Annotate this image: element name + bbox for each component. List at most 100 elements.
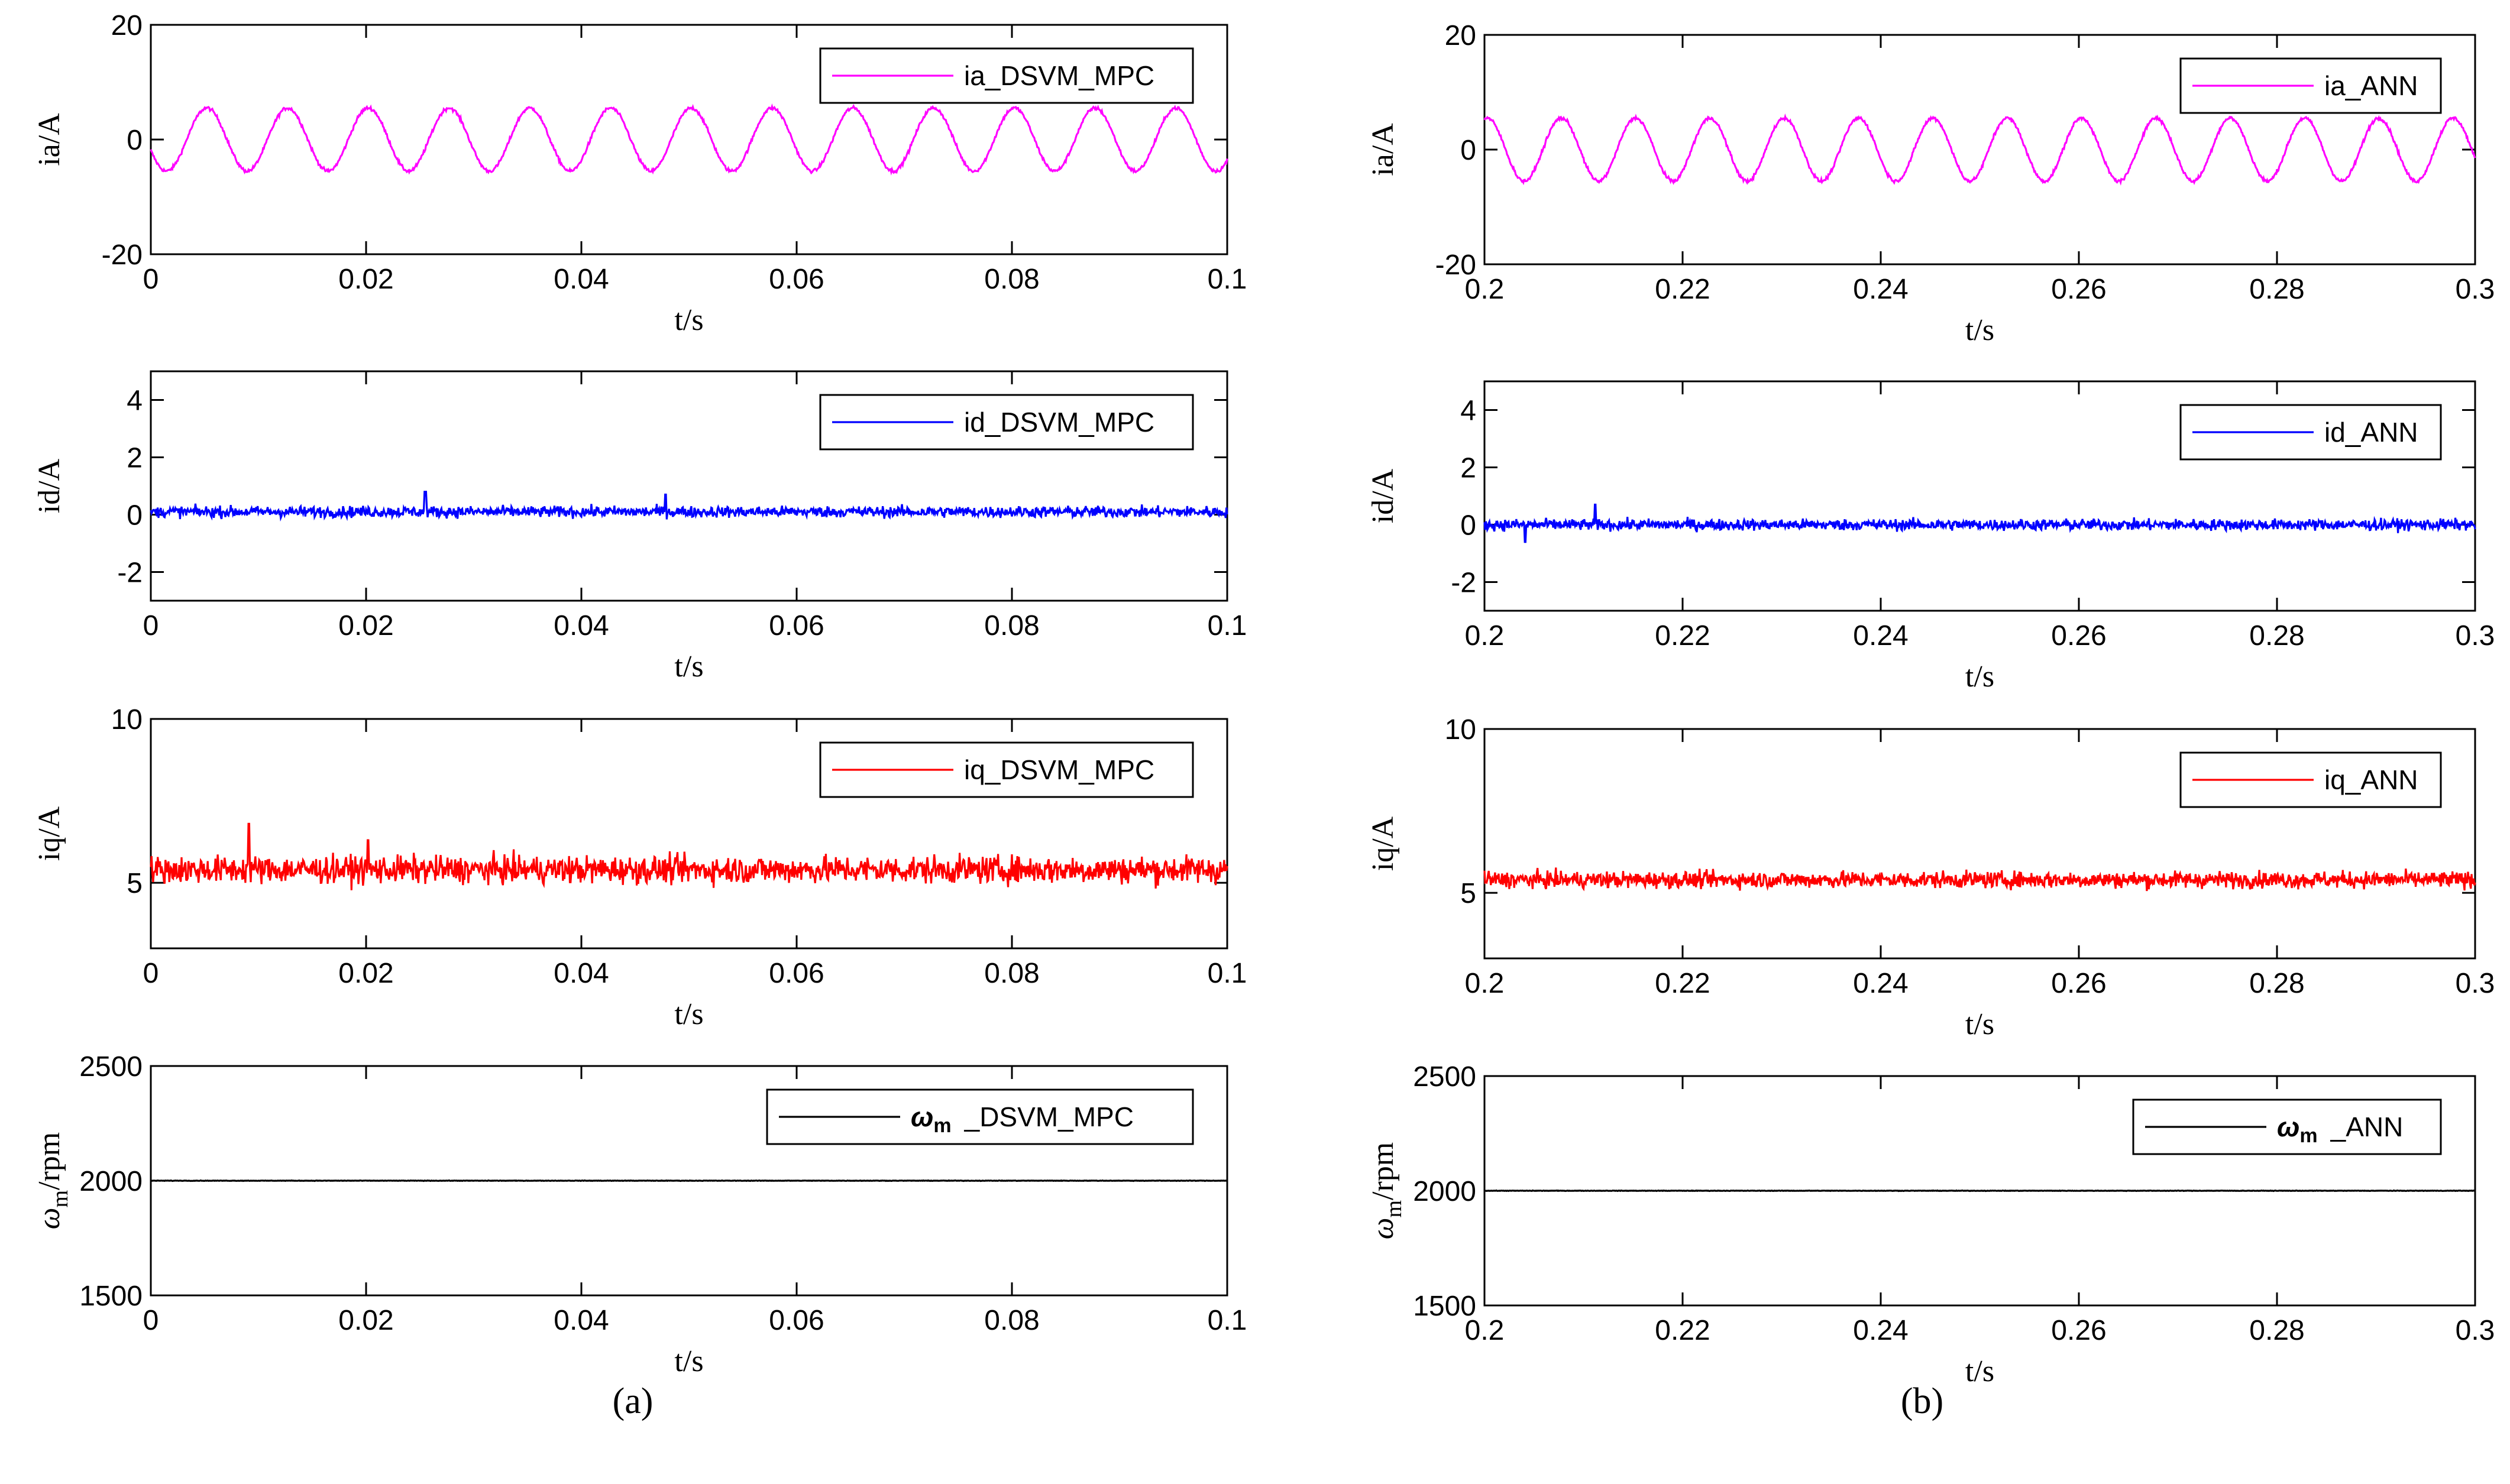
y-tick-label: 5	[1460, 878, 1476, 909]
y-tick-label: 2000	[1413, 1176, 1476, 1207]
x-tick-label: 0.24	[1853, 1315, 1908, 1346]
y-tick-label: 20	[1445, 20, 1476, 51]
y-tick-label: 5	[127, 868, 143, 899]
x-tick-label: 0.1	[1208, 1305, 1247, 1336]
x-tick-label: 0.22	[1655, 1315, 1710, 1346]
x-tick-label: 0.28	[2249, 1315, 2304, 1346]
y-tick-label: 0	[127, 125, 143, 156]
x-tick-label: 0.26	[2051, 968, 2106, 999]
series-line	[150, 491, 1228, 522]
series-line	[150, 822, 1228, 890]
y-tick-label: -2	[1451, 568, 1476, 599]
y-tick-label: 1500	[79, 1281, 143, 1312]
x-tick-label: 0.06	[769, 1305, 824, 1336]
x-tick-label: 0.2	[1465, 968, 1505, 999]
y-axis-label: id/A	[33, 458, 66, 513]
legend-label: id_ANN	[2324, 417, 2418, 448]
x-axis-label: t/s	[1965, 660, 1994, 694]
plot-b-0: 0.2 0.22 0.24 0.26 0.28 0.3 -20 0 20 t/s ia/A ia_AN…	[1366, 20, 2495, 347]
caption-left: (a)	[613, 1381, 654, 1421]
y-tick-label: 0	[1460, 135, 1476, 166]
x-tick-label: 0.2	[1465, 620, 1505, 652]
x-axis-label: t/s	[1965, 1007, 1994, 1041]
y-tick-label: 2	[127, 443, 143, 474]
series-line	[1483, 867, 2476, 892]
x-tick-label: 0.04	[554, 610, 609, 641]
x-tick-label: 0.28	[2249, 620, 2304, 652]
x-tick-label: 0.02	[338, 958, 393, 989]
x-tick-label: 0.04	[554, 1305, 609, 1336]
x-tick-label: 0.08	[984, 610, 1039, 641]
y-tick-label: 10	[111, 704, 143, 735]
charts-layer: 0 0.02 0.04 0.06 0.08 0.1-20020t/sia/Aia_DSVM…	[33, 10, 2495, 1388]
x-axis-label: t/s	[674, 1344, 703, 1378]
y-tick-label: -2	[117, 558, 143, 589]
y-axis-label: iq/A	[33, 806, 66, 861]
caption-right: (b)	[1901, 1381, 1943, 1421]
x-tick-label: 0.26	[2051, 620, 2106, 652]
legend: ωm _DSVM_MPC	[766, 1088, 1194, 1145]
x-tick-label: 0.08	[984, 958, 1039, 989]
x-tick-label: 0.3	[2456, 1315, 2495, 1346]
y-tick-label: 2500	[79, 1051, 143, 1083]
y-tick-label: 2	[1460, 453, 1476, 484]
x-tick-label: 0.26	[2051, 1315, 2106, 1346]
x-tick-label: 0.22	[1655, 620, 1710, 652]
legend: ia_DSVM_MPC	[819, 47, 1194, 104]
plot-frame	[1483, 728, 2476, 960]
x-axis-label: t/s	[1965, 313, 1994, 347]
legend: iq_DSVM_MPC	[819, 741, 1194, 798]
x-tick-label: 0.24	[1853, 620, 1908, 652]
y-tick-label: 4	[127, 385, 143, 417]
x-tick-label: 0.1	[1208, 610, 1247, 641]
x-tick-label: 0.3	[2456, 620, 2495, 652]
x-tick-label: 0.04	[554, 264, 609, 295]
x-tick-label: 0.02	[338, 1305, 393, 1336]
y-axis-label: ωm/rpm	[1366, 1142, 1406, 1240]
x-axis-label: t/s	[674, 650, 703, 683]
legend-label: ia_ANN	[2324, 70, 2418, 101]
legend-label: ωm _DSVM_MPC	[911, 1101, 1134, 1137]
x-tick-label: 0	[143, 610, 159, 641]
y-tick-label: 2500	[1413, 1061, 1476, 1093]
legend: id_ANN	[2179, 404, 2442, 461]
x-axis-label: t/s	[1965, 1355, 1994, 1388]
x-tick-label: 0.3	[2456, 274, 2495, 305]
x-tick-label: 0.06	[769, 958, 824, 989]
x-tick-label: 0.24	[1853, 274, 1908, 305]
x-tick-label: 0.04	[554, 958, 609, 989]
x-tick-label: 0.06	[769, 610, 824, 641]
series-line	[1483, 503, 2476, 543]
legend: iq_ANN	[2179, 751, 2442, 808]
legend-label: iq_ANN	[2324, 764, 2418, 795]
x-axis-label: t/s	[674, 303, 703, 337]
y-tick-label: 10	[1445, 714, 1476, 746]
plot-b-3: 0.2 0.22 0.24 0.26 0.28 0.3 1500 2000 2500 t/s ωm/…	[1366, 1061, 2495, 1388]
plot-a-3: 0 0.02 0.04 0.06 0.08 0.1 1500 2000 2500 t/s ωm/rp…	[33, 1051, 1247, 1378]
series-line	[150, 103, 1228, 176]
y-tick-label: 4	[1460, 396, 1476, 427]
x-tick-label: 0.02	[338, 610, 393, 641]
plot-a-2: 0 0.02 0.04 0.06 0.08 0.1 5 10 t/s iq/A iq_DSVM_MP…	[33, 704, 1247, 1031]
x-tick-label: 0.2	[1465, 1315, 1505, 1346]
y-tick-label: -20	[1435, 250, 1476, 281]
x-tick-label: 0.26	[2051, 274, 2106, 305]
x-tick-label: 0.28	[2249, 968, 2304, 999]
plot-frame	[150, 370, 1228, 602]
x-tick-label: 0.22	[1655, 274, 1710, 305]
x-tick-label: 0.28	[2249, 274, 2304, 305]
legend-label: ia_DSVM_MPC	[964, 60, 1154, 91]
x-tick-label: 0.22	[1655, 968, 1710, 999]
x-tick-label: 0.1	[1208, 958, 1247, 989]
x-tick-label: 0	[143, 958, 159, 989]
y-axis-label: id/A	[1366, 468, 1400, 523]
x-tick-label: 0.02	[338, 264, 393, 295]
y-axis-label: ia/A	[33, 113, 66, 166]
x-axis-label: t/s	[674, 997, 703, 1031]
x-tick-label: 0	[143, 264, 159, 295]
x-tick-label: 0.24	[1853, 968, 1908, 999]
x-tick-label: 0.08	[984, 1305, 1039, 1336]
plot-b-2: 0.2 0.22 0.24 0.26 0.28 0.3 5 10 t/s iq/A iq_ANN	[1366, 714, 2495, 1041]
legend: ωm _ANN	[2132, 1099, 2442, 1155]
